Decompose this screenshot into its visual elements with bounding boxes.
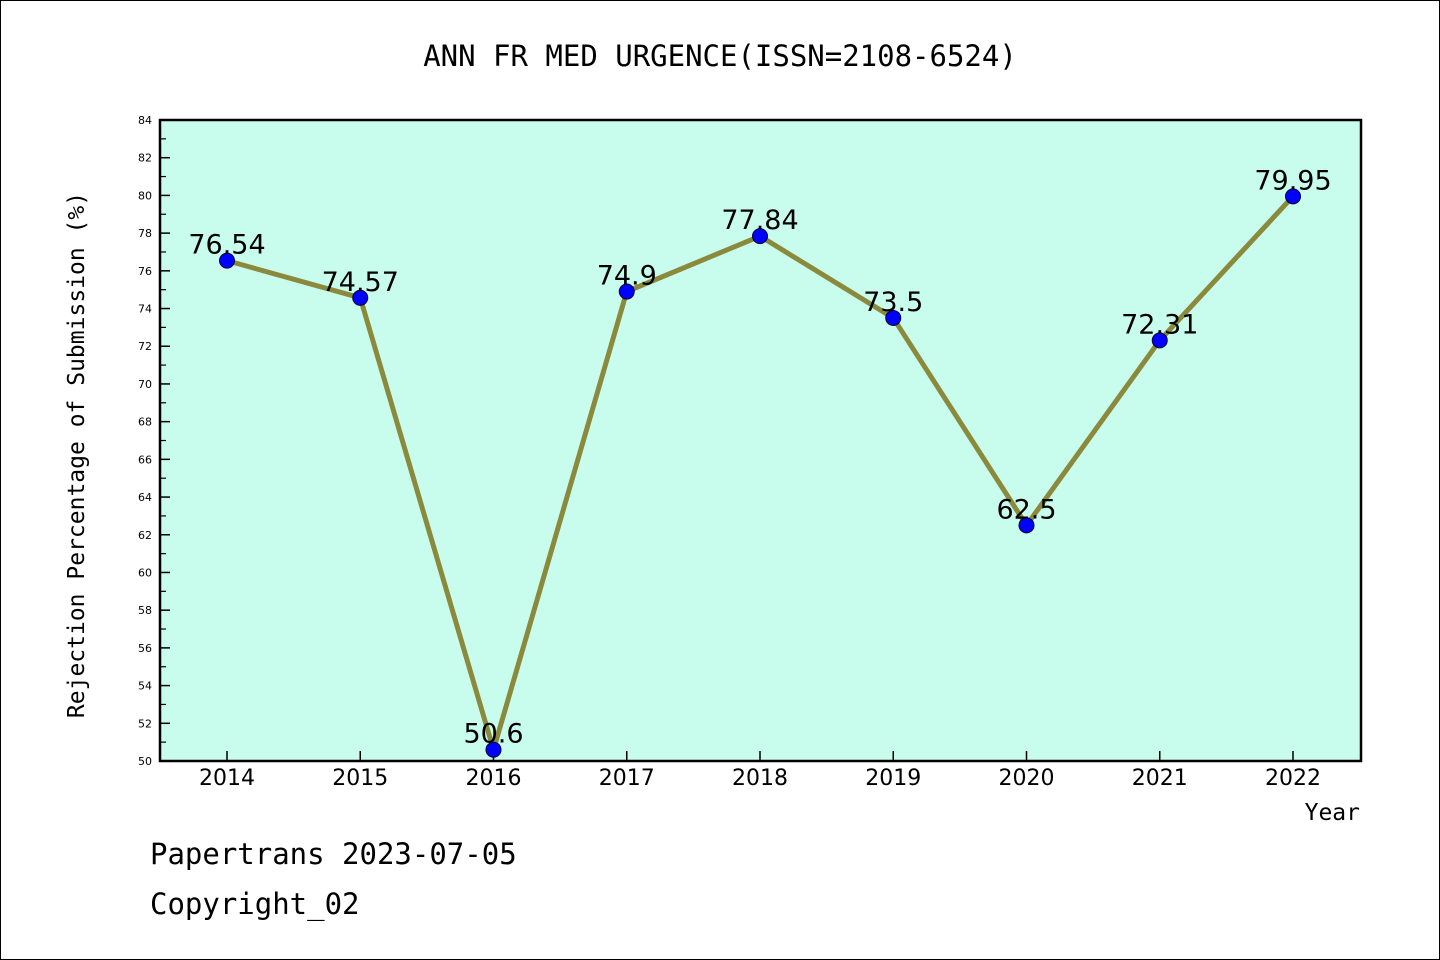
y-tick-label: 60 bbox=[138, 566, 152, 579]
x-tick-label: 2018 bbox=[732, 766, 788, 791]
y-tick-label: 52 bbox=[138, 717, 152, 730]
x-tick-label: 2015 bbox=[332, 766, 388, 791]
y-axis-label: Rejection Percentage of Submission (%) bbox=[64, 192, 90, 718]
data-point bbox=[618, 283, 635, 300]
x-tick-label: 2022 bbox=[1265, 766, 1321, 791]
y-tick-label: 66 bbox=[138, 453, 152, 466]
data-label: 79.95 bbox=[1254, 165, 1331, 196]
data-label: 77.84 bbox=[721, 205, 798, 236]
y-tick-label: 76 bbox=[138, 265, 152, 278]
data-label: 73.5 bbox=[863, 287, 923, 318]
data-point bbox=[752, 228, 768, 245]
y-tick-label: 68 bbox=[138, 416, 152, 429]
data-label: 50.6 bbox=[463, 719, 523, 750]
y-tick-label: 54 bbox=[138, 680, 152, 693]
data-label: 74.9 bbox=[597, 261, 657, 292]
y-tick-label: 78 bbox=[138, 227, 152, 240]
series-group: 76.54 74.57 50.6 74.9 77.84 73.5 62.5 72.31 79.9… bbox=[188, 165, 1332, 758]
x-tick-label: 2019 bbox=[865, 766, 921, 791]
data-point bbox=[1151, 332, 1168, 349]
data-label: 74.57 bbox=[322, 267, 399, 298]
data-label: 62.5 bbox=[996, 494, 1056, 525]
x-tick-label: 2020 bbox=[999, 766, 1055, 791]
data-point bbox=[219, 252, 235, 269]
y-tick-label: 74 bbox=[138, 303, 152, 316]
chart-title: ANN FR MED URGENCE(ISSN=2108-6524) bbox=[423, 39, 1017, 73]
x-tick-label: 2017 bbox=[599, 766, 655, 791]
data-point bbox=[352, 289, 369, 306]
x-axis-label: Year bbox=[1305, 800, 1360, 826]
y-tick-label: 50 bbox=[138, 755, 152, 768]
data-point bbox=[885, 309, 902, 326]
y-tick-label: 56 bbox=[138, 642, 152, 655]
footer-date: Papertrans 2023-07-05 bbox=[150, 837, 517, 871]
data-label: 76.54 bbox=[188, 230, 265, 261]
plot-area bbox=[158, 118, 1363, 763]
x-tick-label: 2016 bbox=[466, 766, 522, 791]
y-tick-label: 84 bbox=[138, 114, 152, 127]
y-axis: 50 52 54 56 58 60 62 64 66 68 70 72 74 76 78 80 82 84 bbox=[138, 114, 170, 768]
x-tick-label: 2014 bbox=[199, 766, 255, 791]
x-tick-label: 2021 bbox=[1132, 766, 1188, 791]
y-tick-label: 62 bbox=[138, 529, 152, 542]
data-point bbox=[1285, 188, 1301, 205]
data-point bbox=[485, 741, 502, 758]
y-tick-label: 58 bbox=[138, 604, 152, 617]
x-axis: 2014 2015 2016 2017 2018 2019 2020 2021 2022 bbox=[199, 751, 1321, 791]
y-tick-label: 80 bbox=[138, 189, 152, 202]
y-tick-label: 70 bbox=[138, 378, 152, 391]
footer-copyright: Copyright_02 bbox=[150, 887, 360, 922]
data-label: 72.31 bbox=[1121, 309, 1198, 340]
y-tick-label: 72 bbox=[138, 340, 152, 353]
y-tick-label: 64 bbox=[138, 491, 152, 504]
y-tick-label: 82 bbox=[138, 152, 152, 165]
data-point bbox=[1018, 517, 1035, 534]
